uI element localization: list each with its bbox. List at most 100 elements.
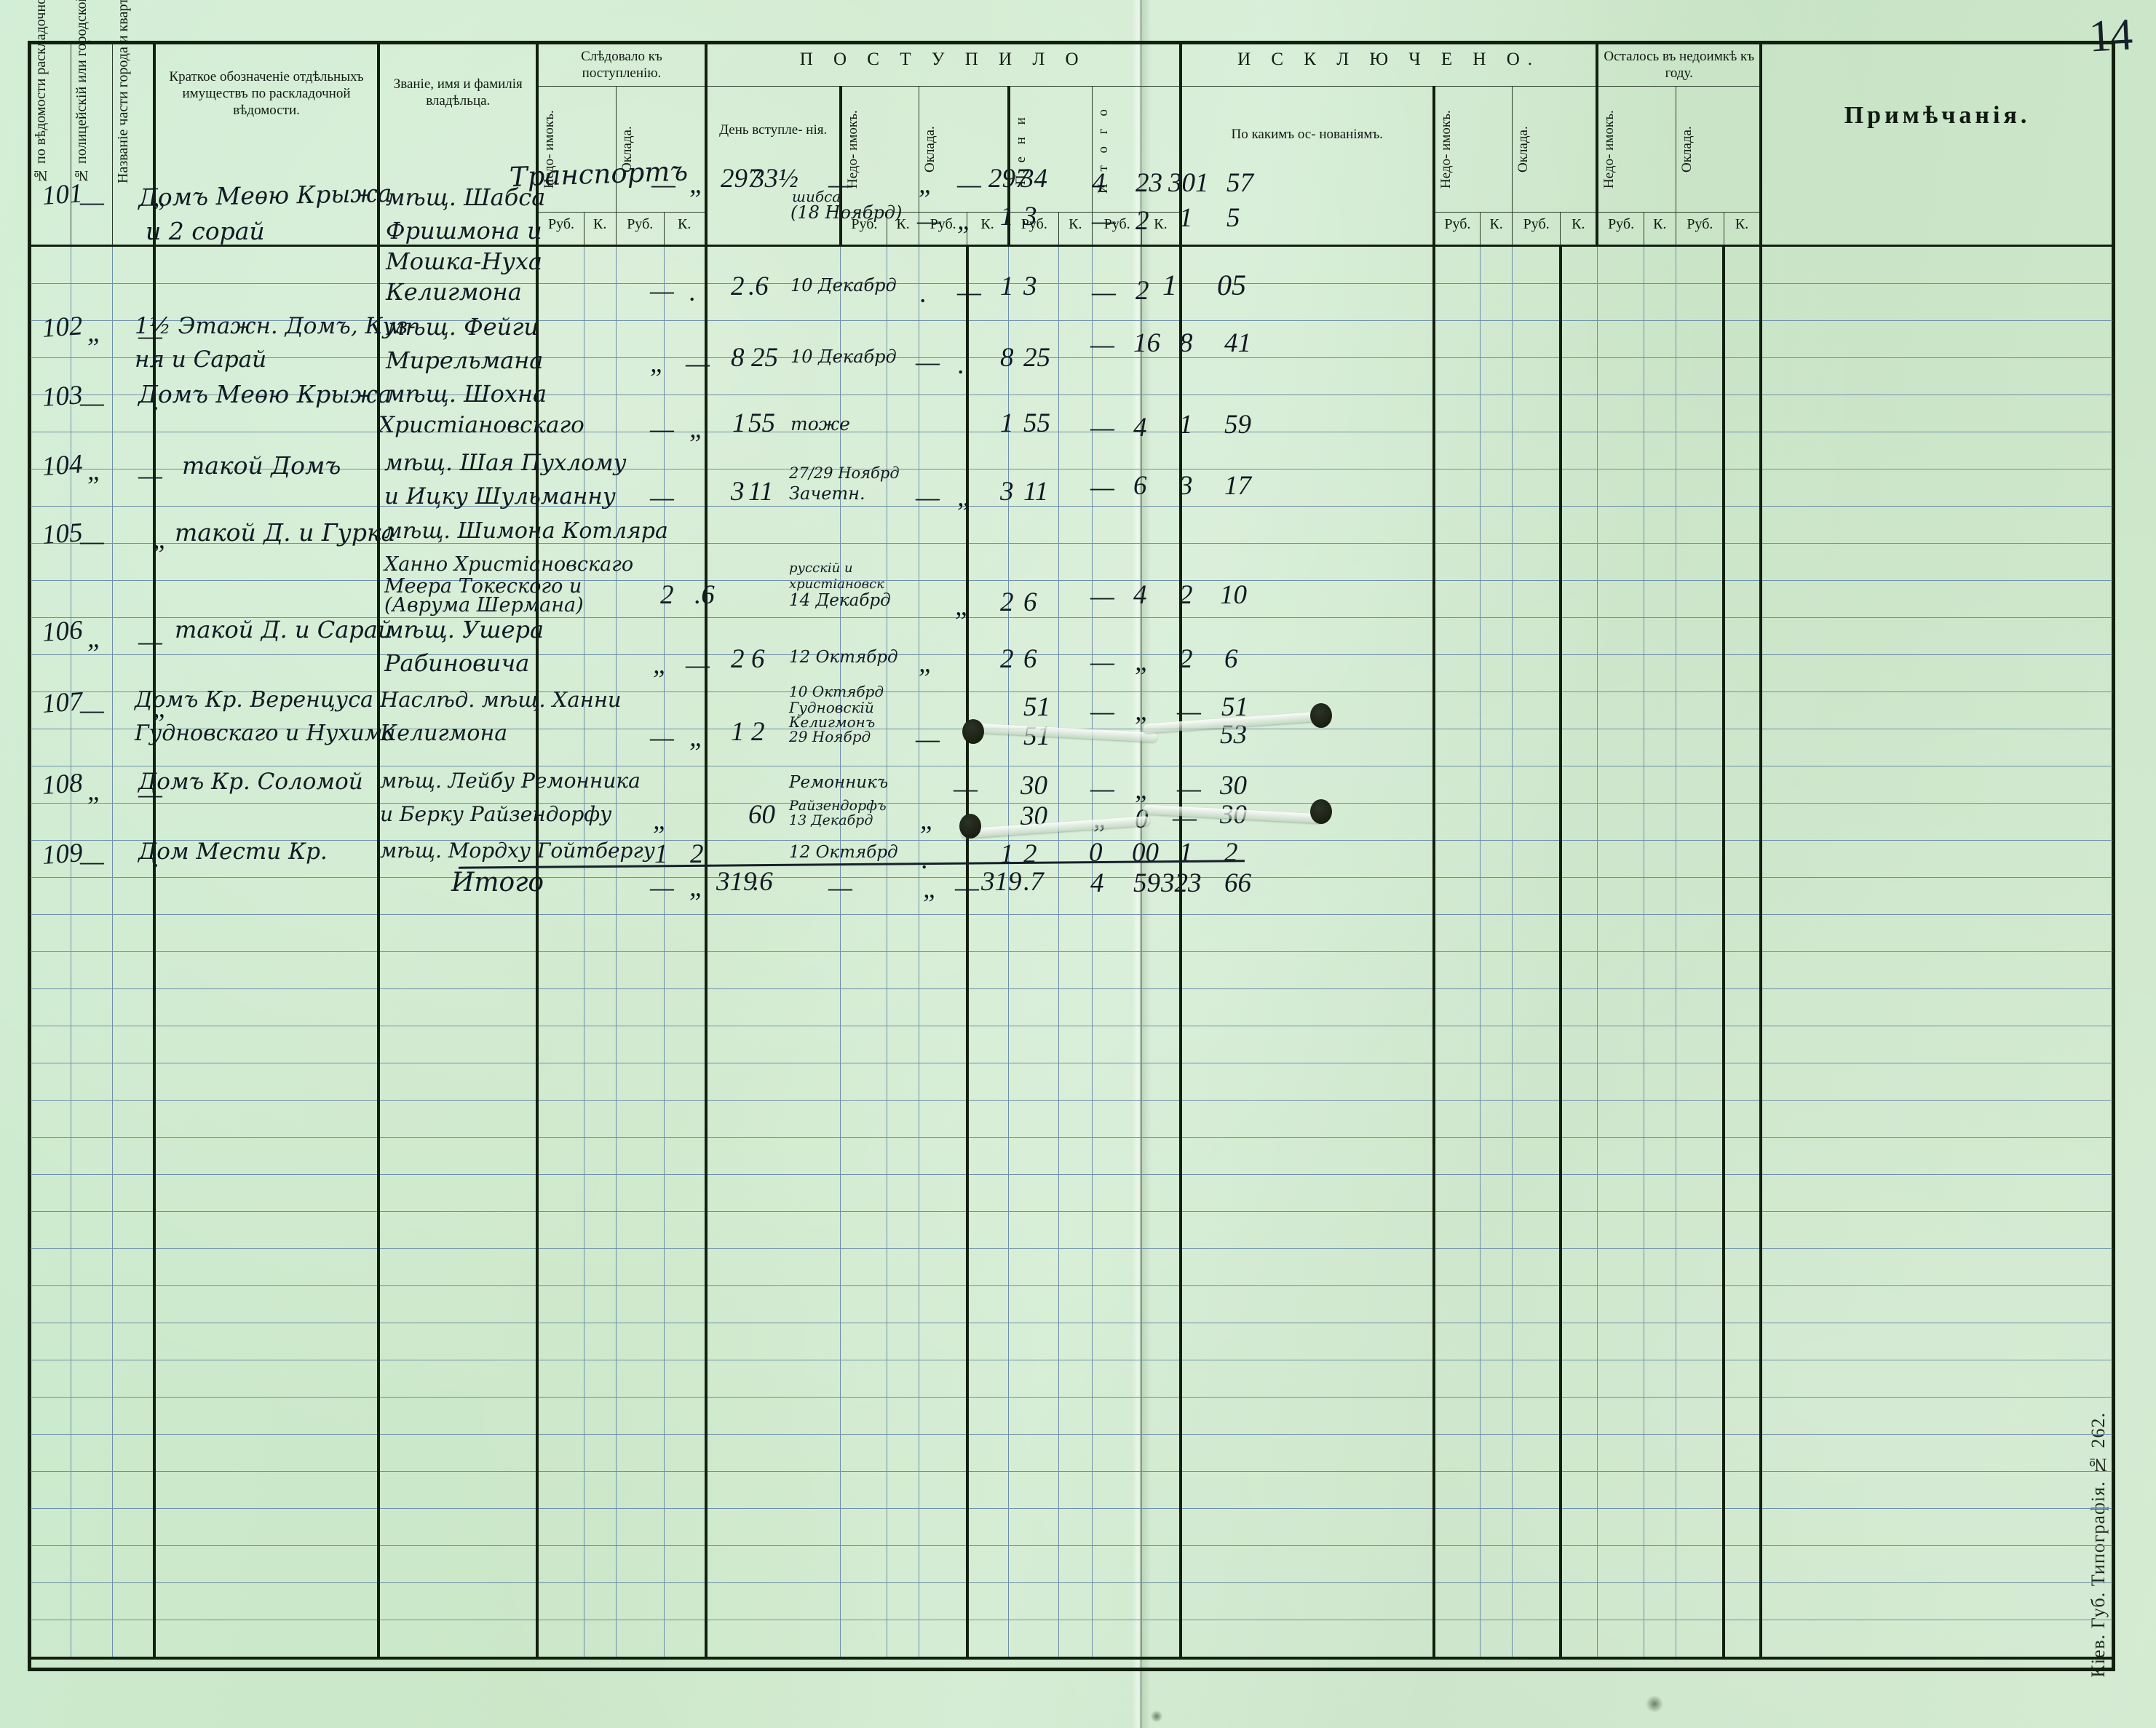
table-cell	[1643, 357, 1676, 396]
table-cell	[663, 1360, 708, 1398]
table-cell	[967, 1620, 1010, 1659]
table-cell	[967, 245, 1010, 285]
table-cell	[154, 1026, 381, 1064]
table-cell	[615, 729, 665, 767]
table-cell	[112, 1620, 156, 1659]
table-cell	[1180, 245, 1435, 285]
table-cell	[615, 1397, 665, 1435]
table-cell	[1675, 729, 1726, 767]
table-cell	[154, 283, 381, 322]
table-cell	[705, 1508, 841, 1547]
table-cell	[1480, 951, 1513, 990]
table-cell	[1180, 1397, 1435, 1435]
table-cell	[705, 580, 841, 619]
table-cell	[583, 1620, 617, 1659]
table-cell	[663, 506, 708, 544]
table-cell	[1760, 469, 2115, 507]
table-row	[27, 766, 2115, 804]
table-cell	[1008, 1211, 1059, 1250]
table-cell	[887, 988, 920, 1027]
table-cell	[1723, 1360, 1763, 1398]
table-cell	[112, 283, 156, 322]
table-cell	[1643, 469, 1676, 507]
table-cell	[1512, 1285, 1562, 1324]
table-cell	[1723, 469, 1763, 507]
table-row	[27, 1323, 2115, 1361]
header-rem-nedoimok: Недо- имокъ.	[1596, 86, 1676, 213]
table-cell	[615, 1582, 665, 1621]
table-cell	[919, 320, 969, 359]
table-cell	[378, 1063, 539, 1101]
table-cell	[919, 1582, 969, 1621]
table-cell	[536, 1582, 584, 1621]
table-cell	[1141, 395, 1182, 433]
table-cell	[1723, 803, 1763, 841]
table-cell	[1141, 1248, 1182, 1287]
table-cell	[1008, 283, 1059, 322]
table-cell	[1596, 691, 1644, 730]
table-cell	[70, 1100, 114, 1138]
table-cell	[1180, 729, 1435, 767]
table-cell	[70, 617, 114, 656]
table-cell	[1723, 283, 1763, 322]
table-cell	[1560, 1397, 1598, 1435]
table-cell	[112, 1211, 156, 1250]
table-cell	[583, 1360, 617, 1398]
table-cell	[1675, 617, 1726, 656]
table-cell	[919, 1545, 969, 1584]
table-cell	[840, 506, 888, 544]
table-cell	[1596, 283, 1644, 322]
table-cell	[887, 1211, 920, 1250]
table-cell	[887, 1063, 920, 1101]
table-cell	[1058, 1211, 1093, 1250]
table-cell	[1008, 1100, 1059, 1138]
header-group-due: Слѣдовало къ поступленію.	[536, 41, 708, 87]
table-cell	[112, 1285, 156, 1324]
table-cell	[663, 1285, 708, 1324]
table-cell	[1512, 951, 1562, 990]
table-cell	[663, 654, 708, 693]
table-cell	[1596, 1471, 1644, 1510]
table-cell	[1596, 320, 1644, 359]
table-cell	[1643, 1471, 1676, 1510]
table-cell	[112, 877, 156, 916]
table-cell	[378, 432, 539, 470]
table-cell	[1560, 617, 1598, 656]
table-cell	[1675, 840, 1726, 879]
table-cell	[1675, 543, 1726, 582]
table-cell	[967, 580, 1010, 619]
table-cell	[1643, 1100, 1676, 1138]
table-cell	[1643, 1137, 1676, 1176]
table-cell	[1675, 395, 1726, 433]
table-cell	[583, 1174, 617, 1213]
table-cell	[112, 654, 156, 693]
table-cell	[1760, 357, 2115, 396]
table-cell	[1480, 617, 1513, 656]
table-cell	[1180, 1620, 1435, 1659]
table-cell	[536, 320, 584, 359]
table-cell	[583, 914, 617, 953]
table-cell	[1723, 691, 1763, 730]
table-cell	[70, 1248, 114, 1287]
table-cell	[1512, 1174, 1562, 1213]
table-cell	[1008, 432, 1059, 470]
table-cell	[1091, 1471, 1143, 1510]
table-cell	[154, 357, 381, 396]
table-cell	[1091, 988, 1143, 1027]
table-cell	[887, 914, 920, 953]
table-cell	[705, 506, 841, 544]
table-cell	[1058, 654, 1093, 693]
table-cell	[1480, 1471, 1513, 1510]
table-cell	[1643, 617, 1676, 656]
table-cell	[615, 1620, 665, 1659]
table-cell	[1675, 1063, 1726, 1101]
table-cell	[1643, 1582, 1676, 1621]
table-cell	[1141, 245, 1182, 285]
table-cell	[378, 580, 539, 619]
table-cell	[705, 1471, 841, 1510]
table-cell	[1180, 1063, 1435, 1101]
table-cell	[1560, 1582, 1598, 1621]
table-cell	[1675, 245, 1726, 285]
table-cell	[1760, 914, 2115, 953]
table-cell	[887, 1174, 920, 1213]
